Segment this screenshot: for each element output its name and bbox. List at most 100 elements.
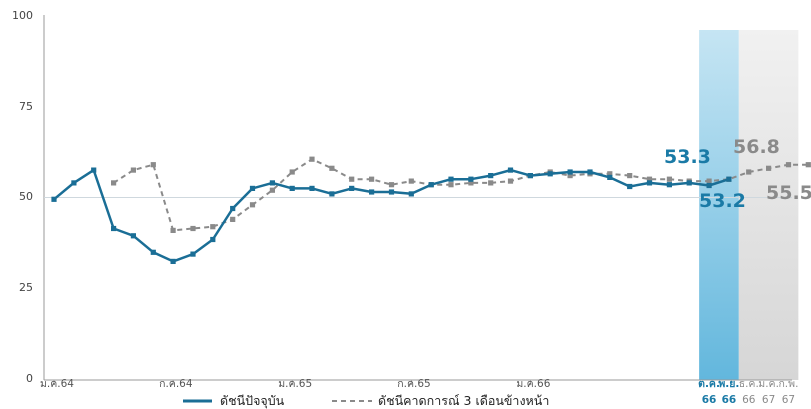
highlight-band — [699, 30, 739, 380]
data-point-expected — [369, 176, 375, 182]
data-point-expected — [666, 176, 672, 182]
data-point-current — [249, 185, 256, 191]
data-point-expected — [507, 178, 514, 184]
x-tick-label: ม.ค.65 — [278, 378, 312, 390]
y-tick-label: 50 — [19, 190, 33, 203]
data-point-current — [448, 176, 454, 182]
legend-label-expected: ดัชนีคาดการณ์ 3 เดือนข้างหน้า — [378, 393, 549, 408]
x-tick-label-highlight: ต.ค. — [698, 378, 720, 390]
data-point-expected — [766, 165, 772, 171]
x-tick-label-highlight-year: 66 — [702, 394, 717, 406]
data-point-expected — [230, 216, 236, 222]
data-point-current — [91, 167, 97, 173]
x-tick-label-highlight: พ.ย. — [718, 378, 739, 390]
data-point-current — [369, 189, 375, 195]
data-point-current — [388, 189, 395, 195]
data-point-expected — [170, 227, 176, 233]
data-point-current — [329, 191, 335, 197]
series-layer — [51, 156, 811, 264]
data-point-expected — [805, 162, 811, 168]
data-point-expected — [349, 176, 355, 182]
x-tick-label-forecast: ม.ค. — [758, 378, 779, 390]
data-point-expected — [249, 202, 256, 208]
data-point-expected — [746, 169, 752, 175]
data-point-current — [190, 251, 196, 257]
data-point-current — [170, 258, 176, 264]
x-tick-label: ก.ค.64 — [159, 378, 193, 390]
data-point-current — [607, 174, 613, 180]
data-point-expected — [448, 182, 454, 188]
data-point-current — [587, 169, 593, 175]
y-tick-label: 0 — [26, 372, 33, 385]
data-point-current — [51, 196, 57, 202]
data-point-current — [666, 182, 672, 188]
data-point-current — [289, 185, 295, 191]
x-tick-label-forecast-year: 66 — [742, 394, 756, 406]
y-tick-label: 25 — [19, 281, 33, 294]
data-point-current — [269, 180, 275, 186]
x-tick-label-forecast-year: 67 — [782, 394, 795, 406]
x-axis-ticks: ม.ค.64 ก.ค.64 ม.ค.65 ก.ค.65 ม.ค.66 ต.ค.66พ.ย.… — [40, 378, 798, 406]
forecast-band — [738, 30, 799, 380]
data-point-expected — [488, 180, 494, 186]
data-point-current — [567, 169, 573, 175]
y-tick-label: 100 — [12, 9, 33, 22]
data-point-current — [111, 225, 117, 232]
data-point-expected — [309, 156, 315, 162]
data-point-current — [646, 180, 653, 186]
data-point-current — [230, 205, 236, 212]
data-point-current — [488, 173, 494, 179]
data-point-expected — [408, 178, 414, 184]
data-point-expected — [785, 162, 792, 168]
x-tick-label-forecast: ก.พ. — [778, 378, 798, 390]
x-tick-label: ม.ค.66 — [516, 378, 550, 390]
annotation-expected-end: 55.5 — [766, 182, 811, 204]
annotation-expected-peak: 56.8 — [733, 136, 780, 158]
data-point-current — [527, 173, 533, 179]
data-point-current — [547, 171, 553, 177]
value-annotations: 53.3 53.2 56.8 55.5 — [664, 136, 811, 212]
data-point-current — [349, 185, 355, 191]
data-point-expected — [210, 224, 216, 230]
x-tick-label: ก.ค.65 — [397, 378, 430, 390]
data-point-expected — [706, 178, 712, 184]
data-point-expected — [567, 173, 573, 179]
data-point-expected — [150, 162, 156, 168]
data-point-expected — [468, 180, 474, 186]
data-point-expected — [646, 176, 653, 182]
x-tick-label-forecast: ธ.ค. — [739, 378, 759, 390]
data-point-current — [150, 249, 156, 255]
data-point-expected — [607, 171, 613, 177]
data-point-expected — [269, 187, 275, 193]
data-point-current — [309, 185, 315, 191]
data-point-current — [686, 180, 692, 186]
data-point-current — [130, 233, 136, 239]
data-point-expected — [329, 165, 335, 171]
data-point-current — [71, 180, 77, 186]
data-point-expected — [130, 167, 136, 173]
legend-label-current: ดัชนีปัจจุบัน — [220, 393, 285, 409]
data-point-current — [726, 176, 732, 182]
data-point-current — [408, 191, 414, 197]
data-point-current — [428, 182, 434, 188]
data-point-expected — [190, 225, 196, 232]
data-point-expected — [627, 173, 633, 179]
y-axis: 0 25 50 75 100 — [12, 9, 792, 385]
data-point-current — [706, 182, 712, 189]
data-point-current — [507, 167, 514, 173]
data-point-current — [210, 236, 216, 243]
legend: ดัชนีปัจจุบัน ดัชนีคาดการณ์ 3 เดือนข้างห… — [183, 393, 549, 409]
x-tick-label-forecast-year: 67 — [762, 394, 775, 406]
data-point-expected — [388, 182, 395, 188]
series-current — [51, 167, 732, 264]
data-point-expected — [289, 169, 295, 175]
x-tick-label: ม.ค.64 — [40, 378, 74, 390]
x-tick-label-highlight-year: 66 — [722, 394, 737, 406]
data-point-current — [468, 176, 474, 182]
annotation-current-oct: 53.3 — [664, 146, 711, 168]
data-point-expected — [111, 180, 117, 186]
annotation-current-nov: 53.2 — [699, 190, 746, 212]
y-tick-label: 75 — [19, 100, 33, 113]
data-point-current — [627, 183, 633, 190]
